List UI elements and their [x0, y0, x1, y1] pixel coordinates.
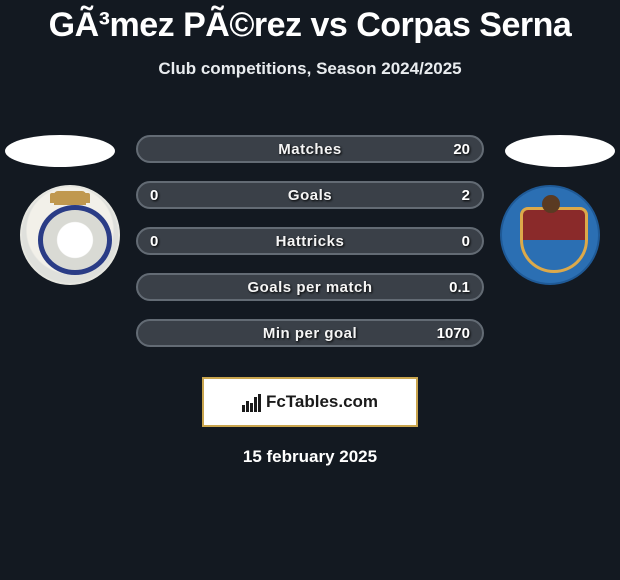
stat-row-matches: Matches 20 — [136, 135, 484, 163]
stat-row-goals-per-match: Goals per match 0.1 — [136, 273, 484, 301]
bar-chart-icon — [242, 392, 262, 412]
stat-label: Hattricks — [276, 233, 345, 250]
club-crest-left — [20, 185, 120, 285]
stat-row-goals: 0 Goals 2 — [136, 181, 484, 209]
stat-label: Goals per match — [247, 279, 372, 296]
branding-badge[interactable]: FcTables.com — [202, 377, 418, 427]
date-label: 15 february 2025 — [0, 447, 620, 467]
stat-label: Min per goal — [263, 325, 357, 342]
stat-left-value: 0 — [150, 183, 158, 207]
stat-label: Goals — [288, 187, 332, 204]
stats-list: Matches 20 0 Goals 2 0 Hattricks 0 Goals… — [136, 135, 484, 365]
stat-row-hattricks: 0 Hattricks 0 — [136, 227, 484, 255]
stat-right-value: 20 — [453, 137, 470, 161]
stat-right-value: 2 — [462, 183, 470, 207]
page-title: GÃ³mez PÃ©rez vs Corpas Serna — [0, 6, 620, 45]
club-crest-right — [500, 185, 600, 285]
stat-row-min-per-goal: Min per goal 1070 — [136, 319, 484, 347]
stat-left-value: 0 — [150, 229, 158, 253]
stat-right-value: 1070 — [437, 321, 470, 345]
stat-right-value: 0.1 — [449, 275, 470, 299]
stat-right-value: 0 — [462, 229, 470, 253]
comparison-card: GÃ³mez PÃ©rez vs Corpas Serna Club compe… — [0, 0, 620, 467]
player-right-silhouette — [505, 135, 615, 167]
subtitle: Club competitions, Season 2024/2025 — [0, 59, 620, 79]
branding-label: FcTables.com — [266, 392, 378, 412]
stat-label: Matches — [278, 141, 342, 158]
player-left-silhouette — [5, 135, 115, 167]
comparison-main: Matches 20 0 Goals 2 0 Hattricks 0 Goals… — [0, 109, 620, 369]
